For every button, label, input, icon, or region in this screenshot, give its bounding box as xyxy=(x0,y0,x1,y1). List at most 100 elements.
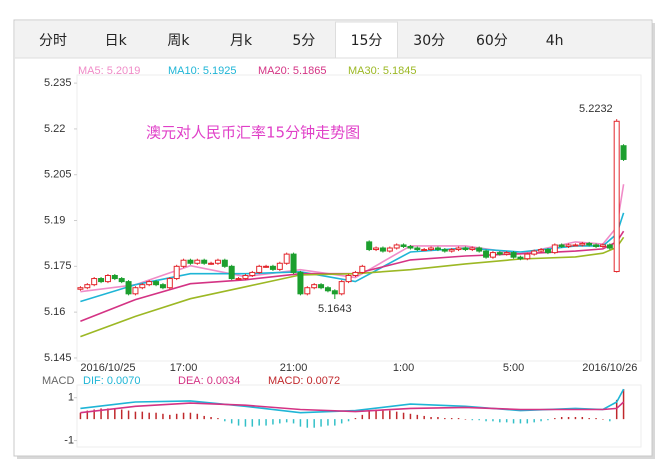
legend-entry: DIF: 0.0070 xyxy=(83,375,140,387)
candle-body xyxy=(290,253,297,273)
candle-body xyxy=(434,247,441,251)
macd-bar xyxy=(423,415,425,420)
candle-body xyxy=(139,284,146,289)
tab[interactable] xyxy=(335,21,398,59)
candle-body xyxy=(489,252,496,258)
candle-body xyxy=(324,287,331,292)
tab-label[interactable]: 周k xyxy=(167,33,190,49)
macd-bar xyxy=(471,419,474,421)
candle-body xyxy=(256,265,263,273)
x-tick-label: 17:00 xyxy=(170,362,198,374)
candle-body xyxy=(194,259,201,264)
macd-bar xyxy=(313,419,315,428)
candle-body xyxy=(373,247,380,251)
candle-body xyxy=(104,274,111,283)
macd-bar xyxy=(265,419,267,426)
macd-bar xyxy=(609,419,611,422)
macd-bar xyxy=(389,410,391,420)
candle-body xyxy=(538,249,545,252)
macd-bar xyxy=(320,419,322,427)
tab-label[interactable]: 4h xyxy=(546,33,564,49)
macd-bar xyxy=(409,413,412,420)
macd-bar xyxy=(196,413,199,420)
macd-bar xyxy=(457,418,460,420)
macd-bar xyxy=(169,414,171,420)
macd-bar xyxy=(210,417,212,420)
macd-bar xyxy=(540,419,542,422)
tab-label[interactable]: 15分 xyxy=(351,33,383,49)
macd-bar xyxy=(615,399,618,420)
candle-body xyxy=(421,249,428,252)
macd-bar xyxy=(114,408,116,420)
macd-bar xyxy=(162,413,164,420)
y-tick-label: 5.22 xyxy=(44,123,65,135)
y-tick-label: -1 xyxy=(64,434,74,446)
macd-bar xyxy=(217,418,219,420)
macd-bar xyxy=(189,412,192,420)
candle-body xyxy=(407,245,414,249)
legend-entry: MA10: 5.1925 xyxy=(168,65,237,77)
macd-bar xyxy=(141,411,144,420)
candle-body xyxy=(84,284,91,289)
macd-bar xyxy=(450,418,453,420)
macd-bar xyxy=(492,419,494,422)
tab-label[interactable]: 月k xyxy=(230,33,253,49)
macd-bar xyxy=(416,414,419,420)
candle-body xyxy=(483,250,490,258)
macd-bar xyxy=(437,417,439,420)
candle-body xyxy=(455,247,462,251)
candle-body xyxy=(77,287,84,290)
macd-bar xyxy=(574,417,577,420)
macd-bar xyxy=(547,419,549,421)
macd-bar xyxy=(230,419,233,424)
candle-body xyxy=(620,145,627,160)
macd-bar xyxy=(485,419,487,422)
x-tick-label: 5:00 xyxy=(503,362,524,374)
macd-bar xyxy=(560,417,563,420)
candle-body xyxy=(173,265,180,280)
macd-bar xyxy=(361,414,364,420)
macd-bar xyxy=(505,419,508,423)
y-tick-label: 5.145 xyxy=(44,352,72,364)
candle-body xyxy=(214,259,221,264)
macd-bar xyxy=(292,419,295,424)
macd-bar xyxy=(107,408,109,420)
legend-entry: MA20: 5.1865 xyxy=(258,65,327,77)
line-dea xyxy=(80,401,625,414)
legend-entry: MA5: 5.2019 xyxy=(78,65,140,77)
candle-body xyxy=(606,244,613,249)
frame xyxy=(13,19,653,457)
tab-label[interactable]: 60分 xyxy=(476,33,508,49)
candle-body xyxy=(593,244,600,247)
macd-bar xyxy=(285,419,288,423)
macd-bar xyxy=(79,412,82,420)
macd-bar xyxy=(134,411,137,420)
candle-body xyxy=(249,271,256,276)
candle-body xyxy=(331,290,338,295)
low-label: 5.1643 xyxy=(318,303,352,315)
macd-bar xyxy=(203,415,205,420)
tab-label[interactable]: 日k xyxy=(105,33,128,49)
legend-entry: MACD: 0.0072 xyxy=(268,375,340,387)
plot-frame xyxy=(76,74,642,362)
tab-label[interactable]: 5分 xyxy=(292,33,315,49)
tab-label[interactable]: 30分 xyxy=(413,33,445,49)
candle-body xyxy=(111,274,118,280)
x-tick-label: 1:00 xyxy=(393,362,414,374)
macd-bar xyxy=(251,419,254,427)
y-tick-label: 5.175 xyxy=(44,260,72,272)
macd-bar xyxy=(279,419,281,424)
candle-body xyxy=(517,256,524,260)
candle-body xyxy=(393,244,400,249)
chart-title: 澳元对人民币汇率15分钟走势图 xyxy=(146,124,360,142)
candle-body xyxy=(159,284,166,289)
candle-body xyxy=(572,244,579,247)
candle-body xyxy=(469,247,476,251)
candle-body xyxy=(613,120,620,273)
legend-entry: DEA: 0.0034 xyxy=(178,375,240,387)
candle-body xyxy=(269,265,276,270)
tab-label[interactable]: 分时 xyxy=(39,33,67,49)
candle-body xyxy=(318,284,325,289)
candle-body xyxy=(201,259,208,264)
